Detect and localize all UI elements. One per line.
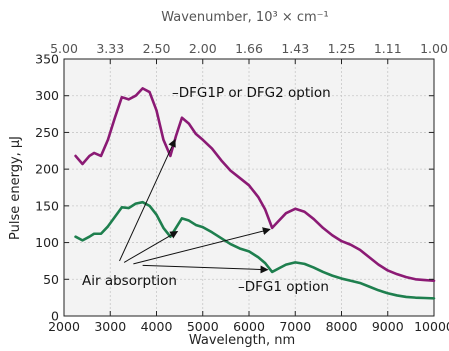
top-tick-label: 3.33 [96,41,124,56]
top-tick-label: 1.25 [328,41,356,56]
annotation-arrow [133,227,271,265]
series-line-1 [74,200,436,300]
annotation-arrow [123,231,179,263]
x-tick-label: 7000 [279,319,311,334]
y-tick-label: 200 [35,162,59,177]
y-tick-label: 150 [35,198,59,213]
x-tick-label: 8000 [326,319,358,334]
series-layer [74,87,436,300]
top-tick-label: 5.00 [50,41,78,56]
top-tick-label: 1.66 [235,41,263,56]
top-tick-label: 1.00 [420,41,448,56]
x-tick-label: 3000 [94,319,126,334]
top-tick-label: 2.00 [189,41,217,56]
y-tick-label: 250 [35,125,59,140]
x-tick-label: 5000 [187,319,219,334]
annotation-air-absorption: Air absorption [82,273,177,289]
top-tick-label: 1.11 [374,41,402,56]
x-tick-label: 9000 [372,319,404,334]
grid [64,59,434,316]
y-tick-label: 300 [35,88,59,103]
top-tick-label: 1.43 [281,41,309,56]
y-tick-label: 100 [35,235,59,250]
legend-dfg1: –DFG1 option [238,279,329,295]
y-tick-label: 350 [35,52,59,67]
y-axis-label: Pulse energy, μJ [8,136,23,240]
annotation-arrow [142,264,269,274]
x-tick-label: 2000 [48,319,80,334]
annotations [119,138,271,274]
legend-dfg1p-dfg2: –DFG1P or DFG2 option [172,85,331,101]
annotation-arrow [119,138,176,262]
x-tick-label: 6000 [233,319,265,334]
top-tick-label: 2.50 [143,41,171,56]
x-tick-label: 4000 [141,319,173,334]
top-axis-label: Wavenumber, 10³ × cm⁻¹ [161,10,328,25]
y-tick-label: 50 [43,272,59,287]
series-line-0 [74,87,436,283]
y-tick-label: 0 [51,309,59,324]
x-axis-label: Wavelength, nm [189,333,295,348]
